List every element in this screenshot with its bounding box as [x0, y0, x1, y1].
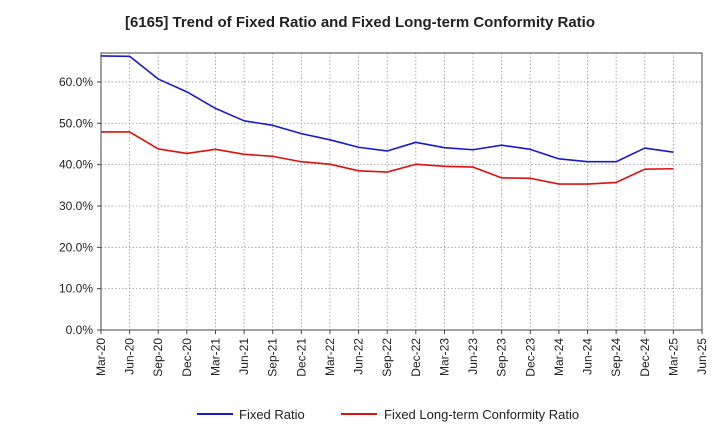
x-tick-label: Sep-23 [495, 338, 509, 377]
chart-title: [6165] Trend of Fixed Ratio and Fixed Lo… [124, 14, 596, 31]
y-tick-label: 40.0% [59, 158, 93, 172]
x-tick-label: Mar-22 [323, 338, 337, 376]
y-tick-label: 20.0% [59, 240, 93, 254]
legend-label: Fixed Long-term Conformity Ratio [384, 407, 579, 422]
fixed-long-term-conformity-ratio-line [101, 131, 674, 185]
plot-area-frame [100, 52, 703, 331]
legend: Fixed Ratio Fixed Long-term Conformity Ra… [197, 407, 579, 422]
y-tick-label: 60.0% [59, 75, 93, 89]
x-tick-label: Mar-24 [552, 338, 566, 376]
x-tick-label: Mar-25 [666, 338, 680, 376]
x-tick-label: Jun-23 [466, 338, 480, 375]
y-tick-label: 30.0% [59, 199, 93, 213]
x-tick-label: Sep-24 [609, 338, 623, 377]
x-tick-label: Jun-24 [581, 338, 595, 375]
x-tick-label: Sep-20 [151, 338, 165, 377]
y-tick-label: 50.0% [59, 116, 93, 130]
x-tick-label: Dec-20 [180, 338, 194, 377]
x-tick-label: Jun-21 [237, 338, 251, 375]
x-tick-label: Jun-20 [123, 338, 137, 375]
x-tick-label: Sep-22 [380, 338, 394, 377]
x-tick-label: Dec-23 [523, 338, 537, 377]
x-tick-label: Mar-20 [94, 338, 108, 376]
axis-layer: 0.0% 10.0% 20.0% 30.0% 40.0% 50.0% 60.0% Mar-20… [59, 52, 709, 377]
fixed-ratio-line [100, 55, 674, 163]
x-tick-label: Dec-24 [638, 338, 652, 377]
grid-layer [101, 53, 702, 330]
x-tick-label: Jun-22 [352, 338, 366, 375]
legend-label: Fixed Ratio [239, 407, 305, 422]
series-layer [100, 55, 674, 185]
x-tick-label: Dec-22 [409, 338, 423, 377]
y-tick-label: 10.0% [59, 282, 93, 296]
x-tick-label: Sep-21 [266, 338, 280, 377]
x-tick-label: Dec-21 [294, 338, 308, 377]
x-tick-label: Mar-21 [208, 338, 222, 376]
y-tick-label: 0.0% [66, 323, 94, 337]
x-tick-label: Jun-25 [695, 338, 709, 375]
x-tick-label: Mar-23 [437, 338, 451, 376]
